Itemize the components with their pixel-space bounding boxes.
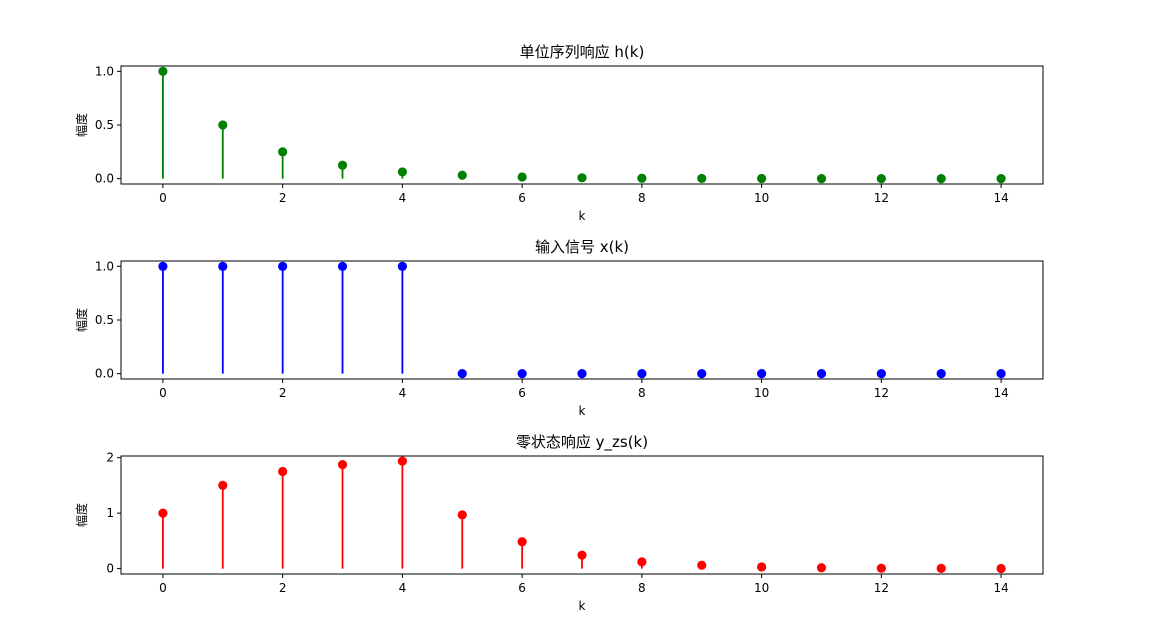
y-axis-label: 幅度 (74, 308, 89, 332)
stem-marker (218, 120, 228, 130)
axes-frame (120, 455, 1044, 575)
stem-marker (577, 369, 587, 379)
x-tick-label: 8 (638, 581, 646, 595)
stem-marker (218, 480, 228, 491)
x-tick-label: 6 (518, 581, 526, 595)
stem-marker (697, 560, 707, 570)
x-tick-label: 0 (159, 191, 167, 205)
chart-title: 输入信号 x(k) (535, 238, 629, 256)
stem-marker (158, 508, 168, 518)
stem-marker (996, 174, 1006, 184)
y-tick-label: 0.0 (95, 367, 114, 381)
stem-marker (158, 66, 168, 76)
stem-marker (337, 459, 348, 470)
x-axis-label: k (579, 599, 586, 613)
x-tick-label: 2 (279, 191, 287, 205)
stem-marker (757, 562, 767, 572)
x-tick-label: 0 (159, 386, 167, 400)
axes-frame (120, 65, 1044, 185)
x-tick-label: 12 (874, 191, 889, 205)
x-tick-label: 4 (399, 191, 407, 205)
stem-marker (457, 510, 467, 520)
y-tick-label: 0 (106, 562, 114, 576)
stem-marker (876, 563, 886, 573)
stem-marker (577, 550, 587, 560)
stem-marker (517, 172, 527, 182)
y-tick-label: 0.5 (95, 313, 114, 327)
x-tick-label: 12 (874, 386, 889, 400)
x-tick-label: 2 (279, 386, 287, 400)
stem-marker (936, 369, 946, 379)
x-tick-label: 10 (754, 581, 769, 595)
chart-title: 零状态响应 y_zs(k) (516, 433, 648, 452)
chart-title: 单位序列响应 h(k) (520, 43, 645, 61)
stem-marker (996, 369, 1006, 379)
stem-marker (517, 537, 527, 547)
x-axis-label: k (579, 404, 586, 418)
x-tick-label: 14 (993, 191, 1008, 205)
x-tick-label: 10 (754, 386, 769, 400)
stem-marker (397, 261, 407, 271)
stem-marker (996, 563, 1006, 574)
stem-marker (936, 563, 946, 574)
stem-marker (697, 173, 707, 184)
subplot-impulse-response: 单位序列响应 h(k) k 幅度 0 2 4 6 8 10 12 14 0.0 0.5 1.0 (74, 43, 1044, 223)
stem-marker (876, 369, 886, 379)
stem-marker (637, 173, 647, 183)
x-tick-label: 8 (638, 386, 646, 400)
stem-marker (637, 369, 647, 379)
x-tick-label: 12 (874, 581, 889, 595)
y-tick-label: 2 (106, 451, 114, 465)
stem-marker (337, 160, 348, 170)
stem-marker (757, 369, 767, 379)
x-tick-label: 0 (159, 581, 167, 595)
stem-marker (876, 174, 886, 184)
stem-marker (397, 456, 407, 466)
stem-marker (637, 557, 647, 567)
x-tick-label: 4 (399, 581, 407, 595)
x-tick-label: 8 (638, 191, 646, 205)
stem-marker (816, 173, 827, 184)
stem-marker (337, 261, 348, 271)
y-axis-label: 幅度 (74, 113, 89, 137)
stem-marker (697, 369, 707, 379)
x-tick-label: 10 (754, 191, 769, 205)
stem-marker (757, 173, 767, 184)
x-axis-label: k (579, 209, 586, 223)
y-tick-label: 0.5 (95, 118, 114, 132)
stem-marker (816, 563, 827, 573)
y-axis-label: 幅度 (74, 503, 89, 527)
stem-marker (278, 261, 288, 271)
stem-marker (457, 170, 467, 180)
y-tick-label: 1 (106, 506, 114, 520)
subplot-input-signal: 输入信号 x(k) k 幅度 0 2 4 6 8 10 12 14 0.0 0.5 1.0 (74, 238, 1044, 418)
x-tick-label: 14 (993, 581, 1008, 595)
axes-frame (120, 260, 1044, 380)
stem-marker (278, 147, 288, 157)
stem-marker (816, 369, 827, 379)
x-tick-label: 2 (279, 581, 287, 595)
x-tick-label: 14 (993, 386, 1008, 400)
stem-marker (517, 369, 527, 379)
stem-marker (457, 369, 467, 379)
stem-marker (397, 167, 407, 177)
y-tick-label: 1.0 (95, 259, 114, 273)
x-tick-label: 6 (518, 386, 526, 400)
stem-marker (577, 173, 587, 183)
y-tick-label: 0.0 (95, 172, 114, 186)
stem-marker (936, 174, 946, 184)
stem-marker (278, 466, 288, 477)
stem-marker (158, 261, 168, 271)
y-tick-label: 1.0 (95, 64, 114, 78)
stem-marker (218, 261, 228, 271)
x-tick-label: 4 (399, 386, 407, 400)
x-tick-label: 6 (518, 191, 526, 205)
